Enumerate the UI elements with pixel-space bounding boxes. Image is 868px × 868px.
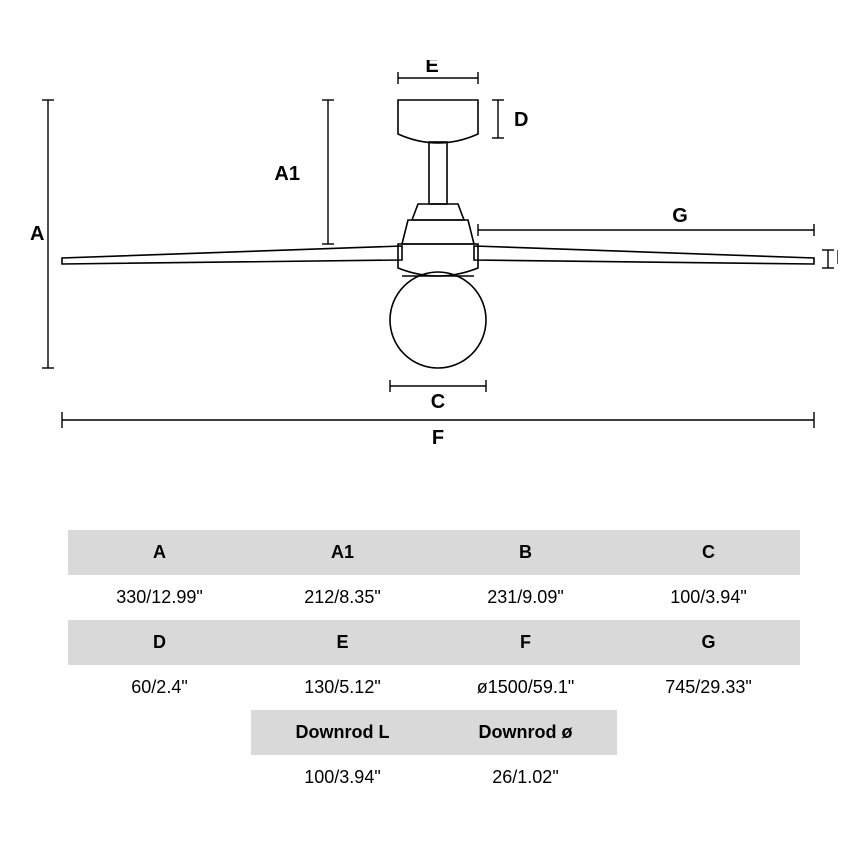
table-row: A A1 B C bbox=[68, 530, 800, 575]
label-b: B bbox=[836, 247, 838, 269]
label-a1: A1 bbox=[274, 163, 300, 185]
spacer bbox=[68, 710, 251, 755]
spec-table: A A1 B C 330/12.99" 212/8.35" 231/9.09" … bbox=[68, 530, 800, 800]
label-e: E bbox=[425, 60, 438, 77]
dimension-diagram: E D A1 A G B C F bbox=[30, 60, 838, 460]
label-d: D bbox=[514, 109, 528, 131]
table-row: D E F G bbox=[68, 620, 800, 665]
fan-drawing bbox=[62, 100, 814, 368]
label-g: G bbox=[672, 205, 688, 227]
spec-value: ø1500/59.1" bbox=[434, 665, 617, 710]
spec-header: A bbox=[68, 530, 251, 575]
spec-value: 231/9.09" bbox=[434, 575, 617, 620]
page: E D A1 A G B C F A A1 B C 330/12.99" 212… bbox=[0, 0, 868, 868]
label-f: F bbox=[432, 427, 444, 449]
spec-value: 212/8.35" bbox=[251, 575, 434, 620]
label-a: A bbox=[30, 223, 44, 245]
spacer bbox=[617, 710, 800, 755]
spacer bbox=[68, 755, 251, 800]
spec-header: Downrod L bbox=[251, 710, 434, 755]
label-c: C bbox=[431, 391, 445, 413]
spec-value: 60/2.4" bbox=[68, 665, 251, 710]
spacer bbox=[617, 755, 800, 800]
spec-header: C bbox=[617, 530, 800, 575]
spec-value: 26/1.02" bbox=[434, 755, 617, 800]
table-row: Downrod L Downrod ø bbox=[68, 710, 800, 755]
spec-header: D bbox=[68, 620, 251, 665]
spec-value: 130/5.12" bbox=[251, 665, 434, 710]
spec-header: Downrod ø bbox=[434, 710, 617, 755]
table-row: 60/2.4" 130/5.12" ø1500/59.1" 745/29.33" bbox=[68, 665, 800, 710]
spec-header: F bbox=[434, 620, 617, 665]
spec-value: 100/3.94" bbox=[617, 575, 800, 620]
spec-value: 330/12.99" bbox=[68, 575, 251, 620]
spec-header: G bbox=[617, 620, 800, 665]
spec-value: 745/29.33" bbox=[617, 665, 800, 710]
spec-header: B bbox=[434, 530, 617, 575]
spec-header: E bbox=[251, 620, 434, 665]
table-row: 330/12.99" 212/8.35" 231/9.09" 100/3.94" bbox=[68, 575, 800, 620]
spec-value: 100/3.94" bbox=[251, 755, 434, 800]
spec-header: A1 bbox=[251, 530, 434, 575]
table-row: 100/3.94" 26/1.02" bbox=[68, 755, 800, 800]
